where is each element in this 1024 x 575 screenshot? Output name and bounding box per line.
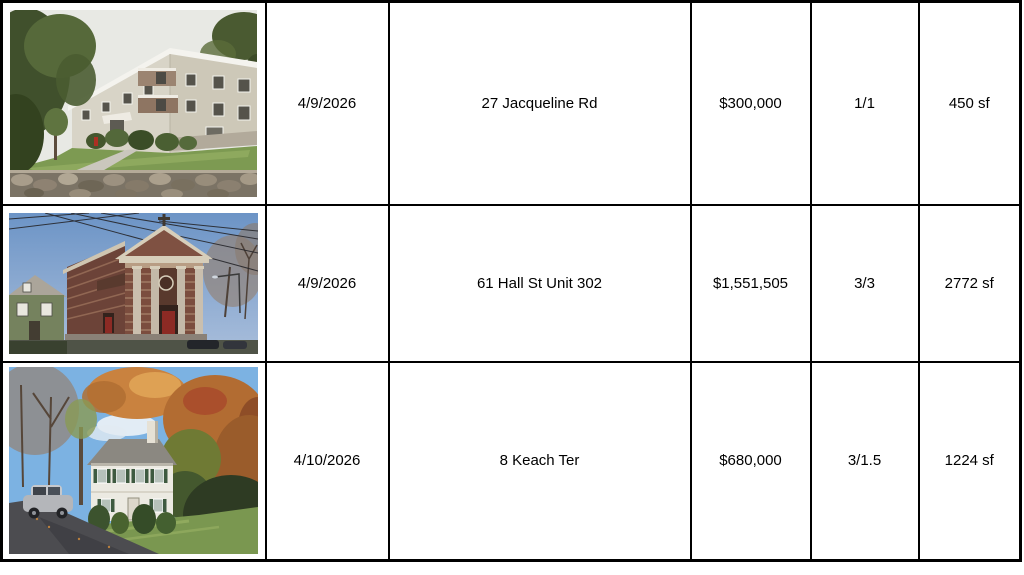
photo-cell (0, 203, 267, 363)
price-cell: $300,000 (689, 0, 812, 206)
date-cell: 4/9/2026 (264, 203, 390, 363)
beds-baths-cell: 3/3 (809, 203, 920, 363)
beds-baths-cell: 3/1.5 (809, 360, 920, 562)
date-cell: 4/10/2026 (264, 360, 390, 562)
apartment-building-photo (10, 9, 258, 197)
size-cell: 450 sf (917, 0, 1022, 206)
beds-baths-cell: 1/1 (809, 0, 920, 206)
address-cell: 27 Jacqueline Rd (387, 0, 692, 206)
price-cell: $680,000 (689, 360, 812, 562)
listing-row: 4/10/2026 8 Keach Ter $680,000 3/1.5 122… (0, 360, 1022, 562)
brick-church-building-photo (9, 212, 259, 354)
photo-cell (0, 0, 267, 206)
address-cell: 61 Hall St Unit 302 (387, 203, 692, 363)
listing-row: 4/9/2026 27 Jacqueline Rd $300,000 1/1 4… (0, 0, 1022, 206)
size-cell: 2772 sf (917, 203, 1022, 363)
price-cell: $1,551,505 (689, 203, 812, 363)
date-cell: 4/9/2026 (264, 0, 390, 206)
listing-row: 4/9/2026 61 Hall St Unit 302 $1,551,505 … (0, 203, 1022, 363)
address-cell: 8 Keach Ter (387, 360, 692, 562)
white-colonial-house-photo (9, 367, 259, 555)
listings-table: 4/9/2026 27 Jacqueline Rd $300,000 1/1 4… (0, 0, 1022, 562)
size-cell: 1224 sf (917, 360, 1022, 562)
photo-cell (0, 360, 267, 562)
